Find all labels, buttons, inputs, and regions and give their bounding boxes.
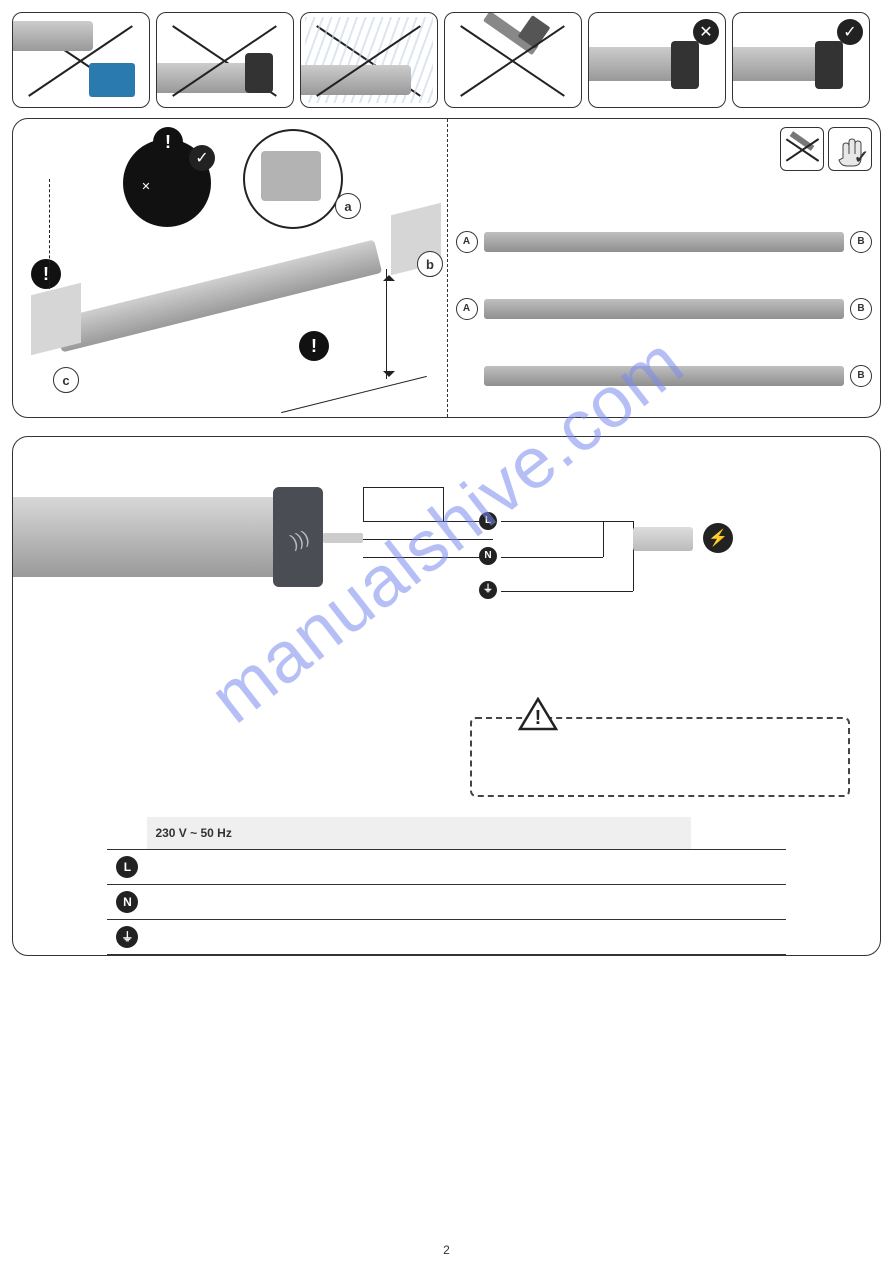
hand-icon: ✓ xyxy=(828,127,872,171)
thumb-no-drill xyxy=(12,12,150,108)
ring-b1: B xyxy=(850,231,872,253)
page-number: 2 xyxy=(443,1243,450,1257)
row-l-sym: L xyxy=(116,856,138,878)
row-e-b xyxy=(691,919,785,954)
th-symbol xyxy=(107,817,147,849)
assembly-row-3: B xyxy=(456,365,873,387)
wiring-panel: ))) L N ⏚ ⚡ ! 230 V xyxy=(12,436,881,956)
row-n-b xyxy=(691,884,785,919)
step-a: a xyxy=(335,193,361,219)
ring-b2: B xyxy=(850,298,872,320)
th-col-b xyxy=(691,817,785,849)
assembly-row-2: A B xyxy=(456,298,873,320)
hand-only-icons: ✓ xyxy=(780,127,872,171)
row-n-a xyxy=(147,884,691,919)
warning-box: ! xyxy=(470,717,850,797)
step-b: b xyxy=(417,251,443,277)
ring-a1: A xyxy=(456,231,478,253)
thumb-no-hammer xyxy=(444,12,582,108)
assembly-steps: ✓ A B A B B xyxy=(447,119,881,417)
table-row: L xyxy=(107,849,785,884)
thumb-no-hit-head xyxy=(156,12,294,108)
thumb-no-water xyxy=(300,12,438,108)
table-row: ⏚ xyxy=(107,919,785,954)
wiring-diagram: ))) L N ⏚ ⚡ xyxy=(33,457,860,657)
row-n-sym: N xyxy=(116,891,138,913)
table-row: N xyxy=(107,884,785,919)
row-e-a xyxy=(147,919,691,954)
top-warning-row: ✕ ✓ xyxy=(12,12,881,108)
x-badge: ✕ xyxy=(693,19,719,45)
ring-b3: B xyxy=(850,365,872,387)
assembly-row-1: A B xyxy=(456,231,873,253)
thumb-drain-good: ✓ xyxy=(732,12,870,108)
ring-a2: A xyxy=(456,298,478,320)
svg-text:!: ! xyxy=(535,707,542,729)
no-hammer-icon xyxy=(780,127,824,171)
install-diagram: ! ✓ ✕ a b c ! ! xyxy=(13,119,447,417)
wire-l-label: L xyxy=(479,512,497,530)
th-col-a: 230 V ~ 50 Hz xyxy=(147,817,691,849)
wire-e-label: ⏚ xyxy=(479,581,497,599)
row-e-sym: ⏚ xyxy=(116,926,138,948)
thumb-drain-bad: ✕ xyxy=(588,12,726,108)
wiring-table: 230 V ~ 50 Hz L N ⏚ xyxy=(107,817,785,955)
check-badge: ✓ xyxy=(837,19,863,45)
row-l-a xyxy=(147,849,691,884)
row-l-b xyxy=(691,849,785,884)
power-icon: ⚡ xyxy=(703,523,733,553)
wire-n-label: N xyxy=(479,547,497,565)
step-c: c xyxy=(53,367,79,393)
install-panel: ! ✓ ✕ a b c ! ! ✓ A B xyxy=(12,118,881,418)
